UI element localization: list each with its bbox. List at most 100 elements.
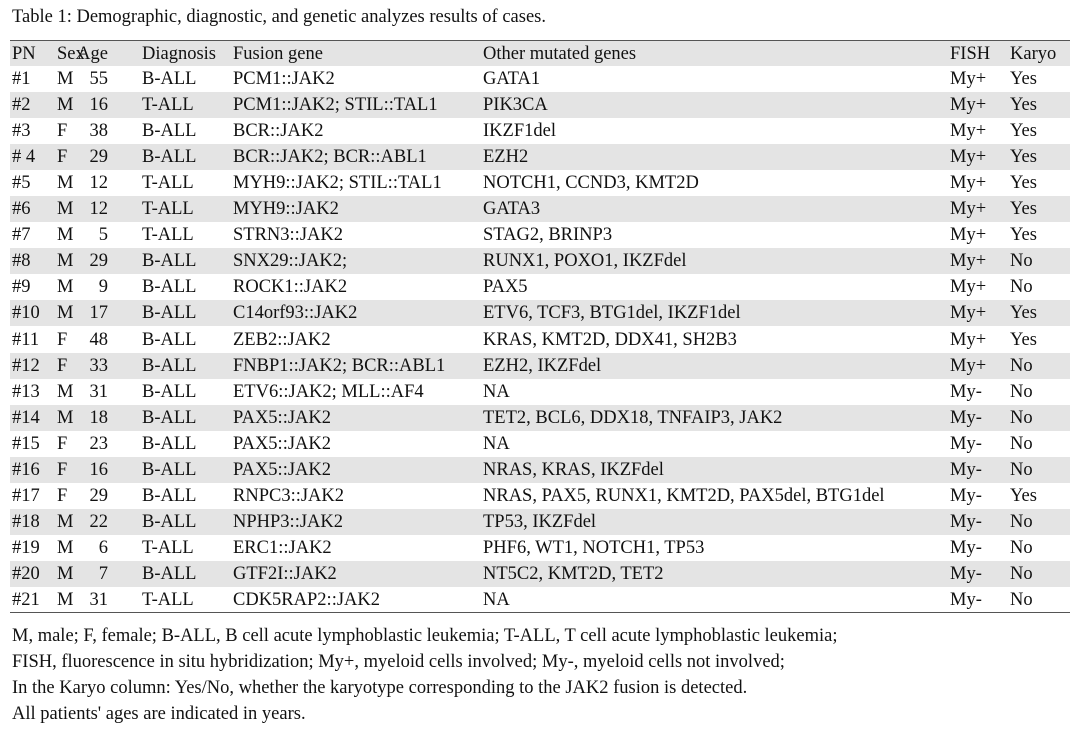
age-cell: 7 xyxy=(98,563,108,584)
pn-cell: #5 xyxy=(12,173,31,194)
age-cell: 29 xyxy=(89,251,109,272)
diagnosis-cell: T-ALL xyxy=(142,95,194,116)
other-mutated-genes-cell: STAG2, BRINP3 xyxy=(483,225,613,246)
age-cell: 12 xyxy=(89,173,109,194)
karyo-cell: No xyxy=(1010,563,1033,584)
fish-cell: My- xyxy=(950,381,982,402)
age-cell: 16 xyxy=(89,459,109,480)
pn-cell: #6 xyxy=(12,199,31,220)
diagnosis-cell: T-ALL xyxy=(142,173,194,194)
sex-cell: M xyxy=(57,69,74,89)
age-cell: 31 xyxy=(89,590,109,610)
row-band xyxy=(10,248,1070,275)
diagnosis-cell: B-ALL xyxy=(142,485,197,506)
fish-cell: My+ xyxy=(950,225,987,246)
other-mutated-genes-cell: NA xyxy=(483,590,510,610)
diagnosis-cell: B-ALL xyxy=(142,459,197,480)
footnote: FISH, fluorescence in situ hybridization… xyxy=(12,652,785,672)
pn-cell: #9 xyxy=(12,277,31,298)
diagnosis-cell: B-ALL xyxy=(142,433,197,454)
pn-cell: #17 xyxy=(12,485,40,506)
pn-cell: #20 xyxy=(12,563,40,584)
fish-cell: My+ xyxy=(950,95,987,116)
sex-cell: M xyxy=(57,511,74,532)
pn-cell: #16 xyxy=(12,459,40,480)
row-band xyxy=(10,404,1070,431)
sex-cell: F xyxy=(57,459,68,480)
fusion-gene-cell: NPHP3::JAK2 xyxy=(233,511,343,532)
sex-cell: F xyxy=(57,147,68,168)
diagnosis-cell: B-ALL xyxy=(142,355,197,376)
header-cell: Diagnosis xyxy=(142,44,216,64)
diagnosis-cell: B-ALL xyxy=(142,69,197,89)
age-cell: 23 xyxy=(89,433,109,454)
fish-cell: My- xyxy=(950,407,982,428)
sex-cell: M xyxy=(57,563,74,584)
sex-cell: M xyxy=(57,251,74,272)
age-cell: 55 xyxy=(89,69,109,89)
diagnosis-cell: B-ALL xyxy=(142,303,197,324)
diagnosis-cell: B-ALL xyxy=(142,251,197,272)
age-cell: 16 xyxy=(89,95,109,116)
row-band xyxy=(10,456,1070,483)
fusion-gene-cell: MYH9::JAK2 xyxy=(233,199,339,220)
sex-cell: M xyxy=(57,303,74,324)
karyo-cell: No xyxy=(1010,459,1033,480)
diagnosis-cell: T-ALL xyxy=(142,537,194,558)
fusion-gene-cell: PAX5::JAK2 xyxy=(233,433,332,454)
pn-cell: #12 xyxy=(12,355,40,376)
age-cell: 38 xyxy=(89,121,109,142)
fish-cell: My+ xyxy=(950,69,987,89)
fish-cell: My- xyxy=(950,459,982,480)
fish-cell: My+ xyxy=(950,277,987,298)
other-mutated-genes-cell: PHF6, WT1, NOTCH1, TP53 xyxy=(483,537,705,558)
fusion-gene-cell: STRN3::JAK2 xyxy=(233,225,343,246)
sex-cell: M xyxy=(57,95,74,116)
fish-cell: My+ xyxy=(950,329,987,350)
fusion-gene-cell: BCR::JAK2; BCR::ABL1 xyxy=(233,147,427,168)
age-cell: 48 xyxy=(89,329,109,350)
fusion-gene-cell: BCR::JAK2 xyxy=(233,121,324,142)
other-mutated-genes-cell: ETV6, TCF3, BTG1del, IKZF1del xyxy=(483,303,741,324)
other-mutated-genes-cell: GATA1 xyxy=(483,69,541,89)
fusion-gene-cell: MYH9::JAK2; STIL::TAL1 xyxy=(233,173,442,194)
fusion-gene-cell: ROCK1::JAK2 xyxy=(233,277,348,298)
fish-cell: My+ xyxy=(950,199,987,220)
fish-cell: My- xyxy=(950,590,982,610)
fusion-gene-cell: C14orf93::JAK2 xyxy=(233,303,358,324)
pn-cell: #14 xyxy=(12,407,40,428)
karyo-cell: Yes xyxy=(1010,173,1037,194)
fish-cell: My+ xyxy=(950,251,987,272)
fusion-gene-cell: RNPC3::JAK2 xyxy=(233,485,345,506)
age-cell: 9 xyxy=(98,277,108,298)
other-mutated-genes-cell: TET2, BCL6, DDX18, TNFAIP3, JAK2 xyxy=(483,407,783,428)
row-band xyxy=(10,560,1070,587)
other-mutated-genes-cell: KRAS, KMT2D, DDX41, SH2B3 xyxy=(483,329,737,350)
sex-cell: M xyxy=(57,199,74,220)
row-band xyxy=(10,300,1070,327)
caption: Table 1: Demographic, diagnostic, and ge… xyxy=(12,7,546,27)
other-mutated-genes-cell: IKZF1del xyxy=(483,121,556,142)
karyo-cell: No xyxy=(1010,251,1033,272)
fish-cell: My+ xyxy=(950,303,987,324)
karyo-cell: Yes xyxy=(1010,199,1037,220)
other-mutated-genes-cell: NT5C2, KMT2D, TET2 xyxy=(483,563,664,584)
sex-cell: M xyxy=(57,381,74,402)
sex-cell: F xyxy=(57,485,68,506)
fish-cell: My- xyxy=(950,511,982,532)
footnote: All patients' ages are indicated in year… xyxy=(12,704,306,724)
pn-cell: #21 xyxy=(12,590,40,610)
pn-cell: # 4 xyxy=(12,147,36,168)
header-cell: PN xyxy=(12,44,36,64)
age-cell: 6 xyxy=(98,537,108,558)
header-cell: Age xyxy=(77,44,108,64)
footnote: In the Karyo column: Yes/No, whether the… xyxy=(12,678,748,698)
diagnosis-cell: T-ALL xyxy=(142,225,194,246)
karyo-cell: No xyxy=(1010,277,1033,298)
pn-cell: #2 xyxy=(12,95,31,116)
header-cell: Fusion gene xyxy=(233,44,323,64)
sex-cell: M xyxy=(57,277,74,298)
other-mutated-genes-cell: EZH2, IKZFdel xyxy=(483,355,602,376)
pn-cell: #10 xyxy=(12,303,40,324)
